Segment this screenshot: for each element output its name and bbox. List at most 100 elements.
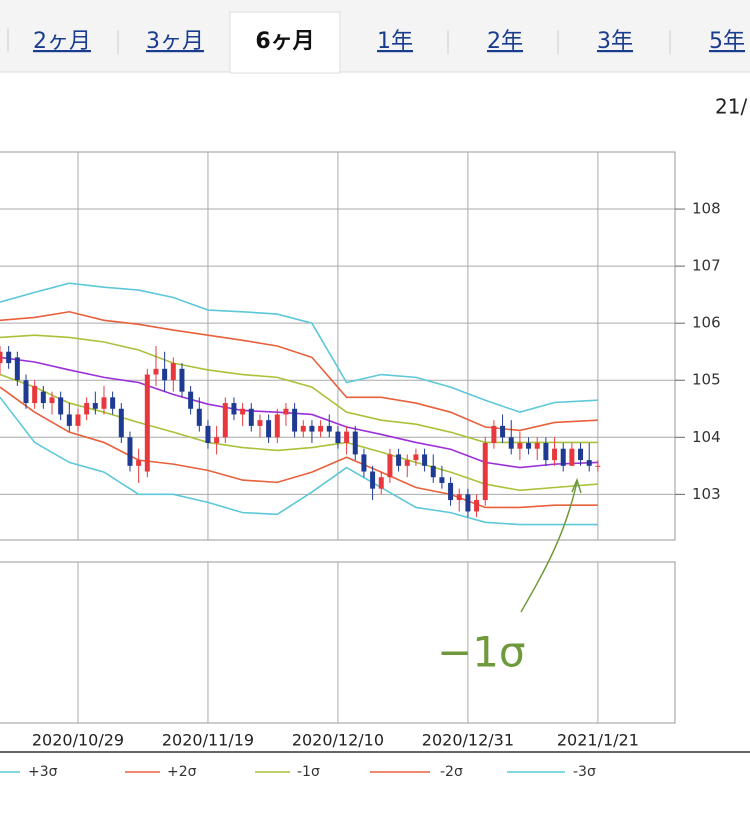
legend-label: -2σ [440,764,463,780]
legend: +3σ +2σ -1σ -2σ -3σ [0,764,596,780]
candle-body [448,482,454,501]
legend-label: +2σ [167,764,197,780]
candle-body [101,397,107,409]
band-line [0,310,598,432]
legend-label: -3σ [573,764,596,780]
candle-body [482,443,488,501]
candle-body [387,454,393,478]
candle-body [404,460,410,466]
x-tick-label: 2020/11/19 [162,731,254,750]
candle-body [300,425,306,432]
y-tick-label: 103 [692,485,721,503]
candle-body [552,448,558,461]
candle-body [439,477,445,483]
candle-body [118,408,124,438]
candle-body [361,454,367,472]
candle-body [222,403,228,438]
candle-body [179,368,185,392]
candle-body [240,408,246,415]
y-tick-label: 105 [692,371,721,389]
axes: 1031041051061071082020/10/082020/10/2920… [32,200,721,750]
candle-body [66,414,72,426]
x-tick-label: 2020/12/31 [422,731,514,750]
band-line [0,396,598,526]
candle-body [127,437,133,466]
candle-body [274,414,280,438]
tab-active-bg [229,11,341,74]
candle-body [569,448,575,466]
candle-body [396,454,402,466]
candle-body [144,374,150,472]
candle-body [214,437,220,443]
annotation: −1σ [437,628,526,677]
tabs: 2ヶ月 3ヶ月 6ヶ月 1年 2年 3年 5年 [33,11,745,74]
candle-body [196,408,202,426]
candle-body [188,391,194,409]
x-tick-label: 2020/12/10 [292,731,384,750]
candle-body [162,368,168,381]
candle-body [491,425,497,443]
candle-body [283,408,289,415]
candle-body [422,454,428,466]
band-line [0,373,598,492]
candle-body [430,465,436,478]
candle-body [413,454,419,461]
tab[interactable]: 1年 [377,29,413,54]
candle-body [32,385,38,404]
candle-body [153,368,159,375]
candle-body [136,460,142,466]
candle-body [508,437,514,449]
candle-body [326,425,332,432]
candle-body [543,443,549,461]
tab[interactable]: 5年 [709,29,745,54]
candle-body [344,431,350,443]
candle-body [560,448,566,466]
candle-body [75,414,81,426]
band-line [0,282,598,414]
candle-body [534,443,540,449]
y-tick-label: 108 [692,200,721,218]
candle-body [205,425,211,443]
y-tick-label: 104 [692,428,721,446]
candle-body [0,351,3,364]
candle-body [49,397,55,404]
candle-body [335,431,341,443]
candle-body [456,494,462,501]
tab[interactable]: 2年 [487,29,523,54]
band-line [0,334,598,444]
candle-body [92,403,98,409]
candle-body [58,397,64,415]
candle-body [378,477,384,489]
tab[interactable]: 3ヶ月 [146,29,204,54]
candle-body [170,363,176,381]
candle-body [578,448,584,461]
candle-body [257,420,263,426]
candle-body [370,471,376,489]
legend-label: +3σ [28,764,58,780]
candle-body [84,403,90,415]
tab[interactable]: 3年 [597,29,633,54]
candle-body [231,403,237,415]
candle-body [110,397,116,409]
candle-body [474,500,480,512]
candle-body [40,391,46,404]
candle-body [23,380,29,404]
date-note: 21/ [715,95,747,119]
x-tick-label: 2021/1/21 [557,731,639,750]
candle-body [465,494,471,512]
annotation-arrow [520,481,578,613]
annotation-arrowhead [571,477,582,494]
x-tick-label: 2020/10/29 [32,731,124,750]
y-tick-label: 107 [692,257,721,275]
tab[interactable]: 2ヶ月 [33,29,91,54]
legend-label: -1σ [297,764,320,780]
candle-body [309,425,315,432]
tab-bar [0,0,750,72]
candle-body [500,425,506,438]
candle-body [586,460,592,466]
candle-body [6,351,12,364]
candle-body [292,408,298,432]
y-tick-label: 106 [692,314,721,332]
